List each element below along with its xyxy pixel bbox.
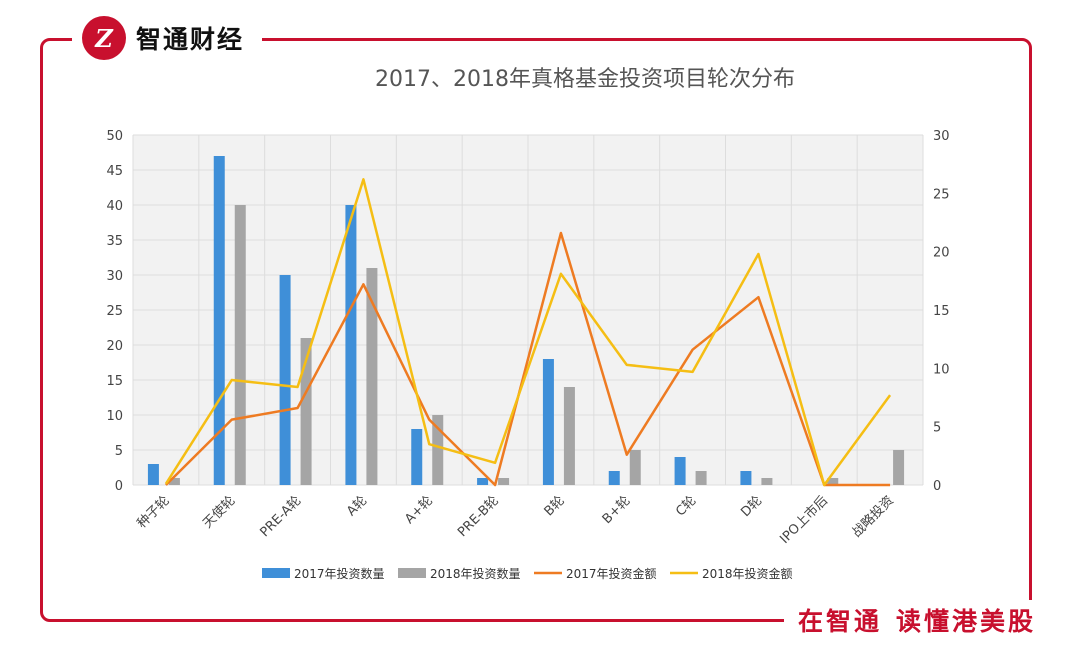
legend-label: 2018年投资金额	[702, 566, 793, 581]
x-tick-label: IPO上市后	[777, 493, 831, 547]
x-tick-label: A+轮	[402, 493, 436, 527]
bar	[629, 450, 641, 485]
bar	[300, 338, 312, 485]
x-tick-label: A轮	[344, 493, 370, 519]
bar	[674, 457, 686, 485]
y-right-tick-label: 30	[933, 129, 950, 144]
x-tick-label: B+轮	[600, 493, 634, 527]
legend: 2017年投资数量 2018年投资数量 2017年投资金额 2018年投资金额	[262, 566, 793, 581]
y-left-tick-label: 45	[106, 164, 123, 179]
bar	[366, 268, 378, 485]
y-right-tick-label: 0	[933, 479, 941, 494]
bar	[893, 450, 905, 485]
y-left-tick-label: 20	[106, 339, 123, 354]
x-tick-label: D轮	[738, 493, 765, 520]
legend-label: 2018年投资数量	[430, 566, 521, 581]
x-tick-label: C轮	[673, 493, 699, 519]
legend-swatch	[262, 568, 290, 578]
brand-logo-icon: Z	[82, 16, 126, 60]
slogan: 在智通 读懂港美股	[783, 600, 1050, 640]
y-left-tick-label: 35	[106, 234, 123, 249]
legend-label: 2017年投资数量	[294, 566, 385, 581]
slogan-part2: 读懂港美股	[895, 607, 1036, 636]
y-left-tick-label: 50	[106, 129, 123, 144]
x-tick-label: 种子轮	[135, 493, 173, 531]
y-right-tick-label: 25	[933, 187, 950, 202]
bar	[695, 471, 707, 485]
y-right-tick-label: 15	[933, 304, 950, 319]
legend-label: 2017年投资金额	[566, 566, 657, 581]
x-tick-label: PRE-A轮	[257, 493, 304, 540]
bar	[608, 471, 620, 485]
bar	[477, 478, 489, 485]
bar	[761, 478, 773, 485]
x-tick-label: 天使轮	[200, 493, 239, 532]
bar	[411, 429, 423, 485]
bar	[563, 387, 575, 485]
slogan-part1: 在智通	[797, 607, 882, 636]
bar	[432, 415, 444, 485]
lines	[164, 178, 892, 487]
bar	[740, 471, 752, 485]
y-left-tick-label: 30	[106, 269, 123, 284]
bar	[542, 359, 554, 485]
bar	[168, 478, 180, 485]
y-right-tick-label: 10	[933, 362, 950, 377]
bar	[279, 275, 291, 485]
y-right-tick-label: 20	[933, 246, 950, 261]
x-tick-label: B轮	[542, 493, 568, 519]
chart-title: 2017、2018年真格基金投资项目轮次分布	[375, 67, 795, 92]
y-left-tick-label: 5	[115, 444, 123, 459]
y-left-tick-label: 0	[115, 479, 123, 494]
bars	[147, 156, 905, 485]
bar	[147, 464, 159, 485]
outer-frame	[40, 38, 1032, 622]
legend-swatch	[398, 568, 426, 578]
brand-logo: Z 智通财经	[72, 14, 263, 62]
x-tick-label: 战略投资	[849, 493, 897, 541]
x-tick-label: PRE-B轮	[455, 493, 502, 540]
series-line	[165, 231, 891, 487]
brand-name: 智通财经	[136, 25, 245, 54]
bar	[234, 205, 246, 485]
y-left-tick-label: 40	[106, 199, 123, 214]
bar	[827, 478, 839, 485]
y-left-tick-label: 10	[106, 409, 123, 424]
bar	[213, 156, 225, 485]
bar	[345, 205, 357, 485]
y-right-tick-label: 5	[933, 421, 941, 436]
y-left-tick-label: 15	[106, 374, 123, 389]
bar	[498, 478, 510, 485]
y-left-tick-label: 25	[106, 304, 123, 319]
series-line	[164, 178, 892, 487]
